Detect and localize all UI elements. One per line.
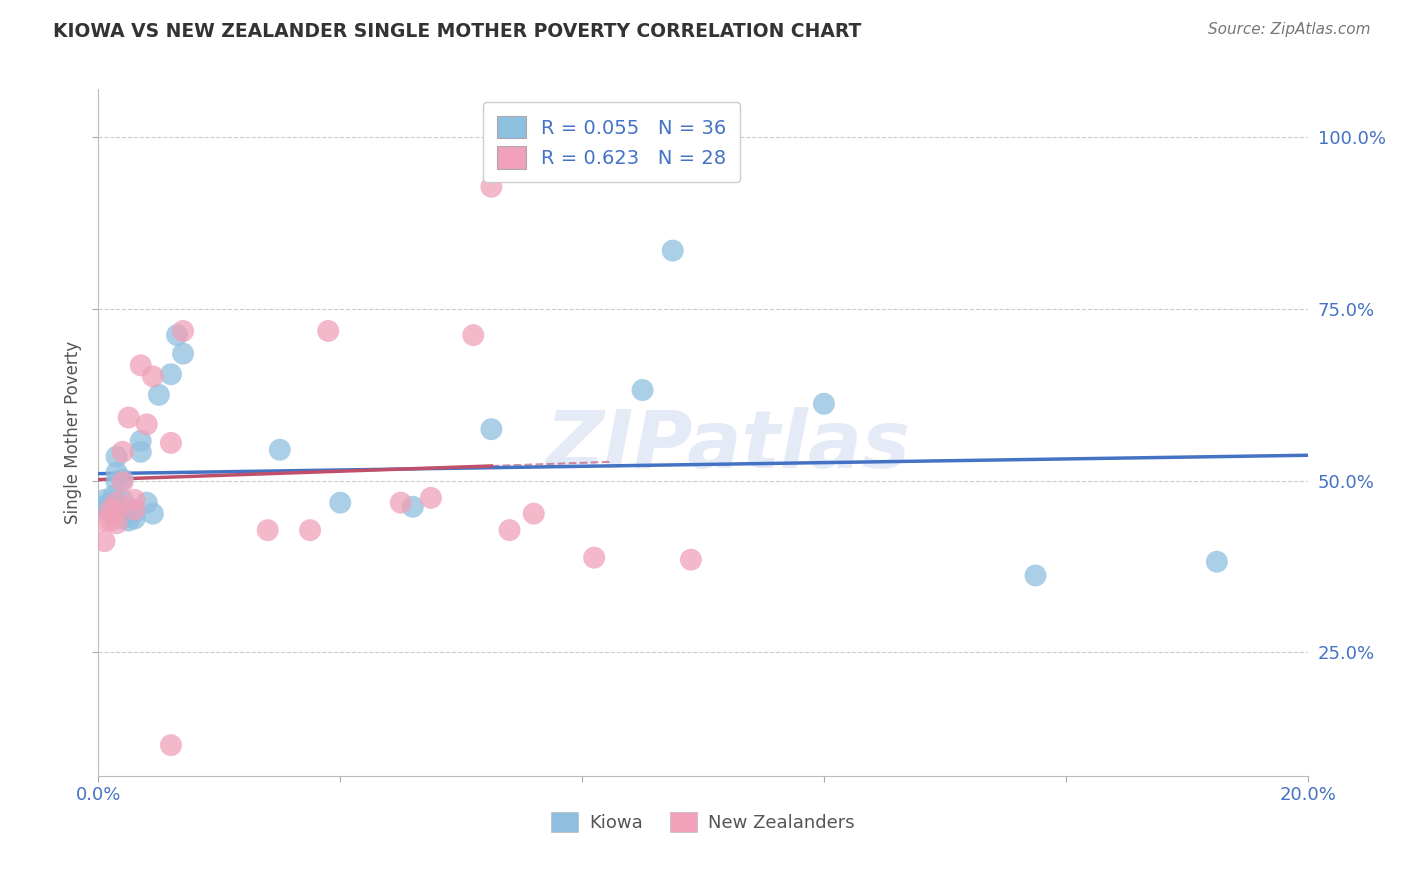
- Point: [118, 502, 141, 516]
- Point: [111, 492, 134, 507]
- Point: [481, 422, 503, 436]
- Point: [124, 505, 146, 519]
- Point: [269, 442, 291, 457]
- Point: [111, 511, 134, 525]
- Point: [105, 466, 128, 480]
- Point: [93, 492, 115, 507]
- Point: [100, 514, 122, 528]
- Point: [299, 523, 322, 537]
- Point: [160, 436, 183, 450]
- Point: [160, 738, 183, 752]
- Point: [93, 500, 115, 514]
- Point: [100, 502, 122, 516]
- Point: [498, 523, 520, 537]
- Point: [96, 498, 118, 512]
- Point: [124, 511, 146, 525]
- Text: Source: ZipAtlas.com: Source: ZipAtlas.com: [1208, 22, 1371, 37]
- Point: [111, 445, 134, 459]
- Text: KIOWA VS NEW ZEALANDER SINGLE MOTHER POVERTY CORRELATION CHART: KIOWA VS NEW ZEALANDER SINGLE MOTHER POV…: [53, 22, 862, 41]
- Point: [166, 328, 188, 343]
- Point: [583, 550, 606, 565]
- Point: [316, 324, 339, 338]
- Legend: Kiowa, New Zealanders: Kiowa, New Zealanders: [544, 805, 862, 839]
- Point: [148, 388, 170, 402]
- Point: [111, 472, 134, 486]
- Point: [463, 328, 485, 343]
- Point: [142, 369, 165, 384]
- Point: [124, 492, 146, 507]
- Point: [523, 507, 546, 521]
- Point: [105, 450, 128, 464]
- Point: [103, 489, 125, 503]
- Point: [256, 523, 278, 537]
- Point: [389, 496, 412, 510]
- Point: [1024, 568, 1046, 582]
- Y-axis label: Single Mother Poverty: Single Mother Poverty: [63, 341, 82, 524]
- Point: [118, 410, 141, 425]
- Point: [105, 505, 128, 519]
- Point: [111, 475, 134, 489]
- Point: [129, 434, 152, 448]
- Point: [160, 368, 183, 382]
- Point: [135, 417, 157, 432]
- Point: [129, 445, 152, 459]
- Point: [118, 514, 141, 528]
- Point: [172, 324, 194, 338]
- Point: [94, 502, 117, 516]
- Point: [93, 534, 115, 549]
- Point: [420, 491, 443, 505]
- Point: [124, 502, 146, 516]
- Point: [105, 496, 128, 510]
- Point: [679, 552, 702, 566]
- Point: [105, 516, 128, 531]
- Point: [135, 496, 157, 510]
- Point: [111, 507, 134, 521]
- Point: [402, 500, 425, 514]
- Point: [105, 475, 128, 489]
- Point: [142, 507, 165, 521]
- Point: [172, 346, 194, 360]
- Point: [329, 496, 352, 510]
- Point: [631, 383, 654, 397]
- Point: [93, 514, 115, 528]
- Point: [100, 507, 122, 521]
- Point: [661, 244, 683, 258]
- Point: [481, 179, 503, 194]
- Point: [813, 397, 835, 411]
- Point: [129, 359, 152, 373]
- Text: ZIPatlas: ZIPatlas: [544, 408, 910, 485]
- Point: [100, 496, 122, 510]
- Point: [100, 502, 122, 516]
- Point: [1206, 555, 1229, 569]
